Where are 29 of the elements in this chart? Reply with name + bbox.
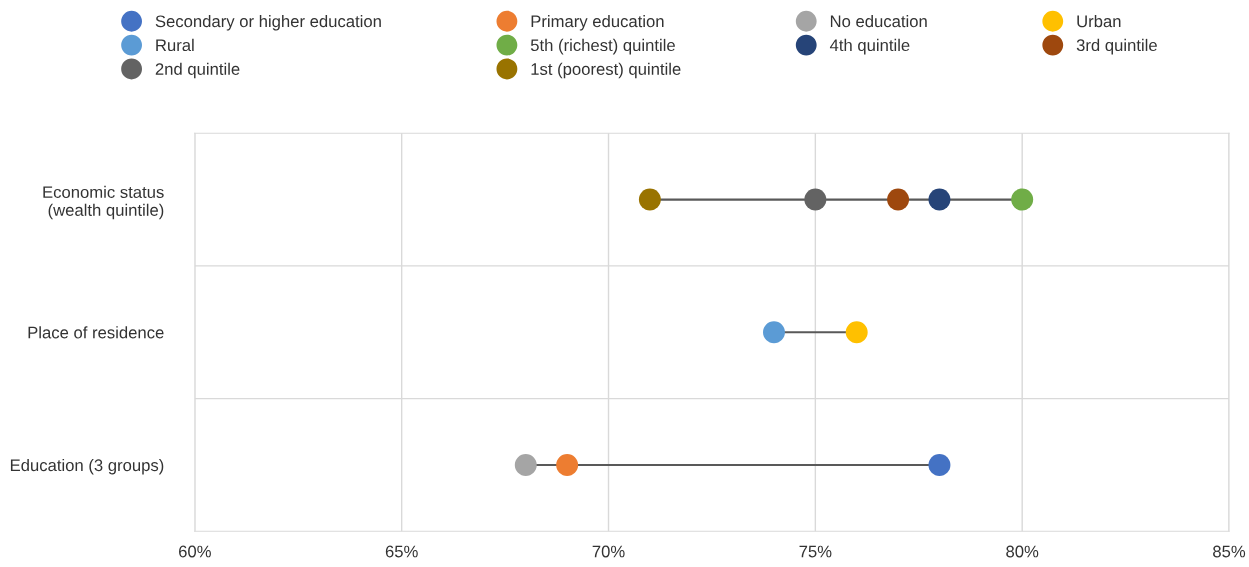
point <box>845 321 868 344</box>
x-tick-label: 65% <box>385 545 418 558</box>
x-tick-label: 75% <box>799 545 832 558</box>
legend-label: No education <box>830 15 927 28</box>
legend-label: 5th (richest) quintile <box>530 38 675 55</box>
point <box>763 321 785 344</box>
x-tick-label: 60% <box>179 545 211 558</box>
legend-label: 1st (poorest) quintile <box>531 62 681 79</box>
legend-label: Rural <box>156 38 194 52</box>
point <box>804 188 827 211</box>
point <box>556 453 579 476</box>
legend-label: Urban <box>1077 15 1121 28</box>
point <box>928 188 951 211</box>
point <box>887 188 910 211</box>
y-tick-label: Economic status (wealth quintile) <box>43 185 164 220</box>
legend-label: Primary education <box>531 15 664 31</box>
point <box>1011 188 1034 211</box>
legend-label: 2nd quintile <box>155 62 240 79</box>
x-tick-label: 80% <box>1006 545 1039 558</box>
point <box>638 188 661 211</box>
x-tick-label: 70% <box>592 545 625 558</box>
y-tick-label: Education (3 groups) <box>10 458 164 475</box>
legend-label: Secondary or higher education <box>155 15 381 31</box>
legend-label: 3rd quintile <box>1076 38 1157 55</box>
point <box>514 453 537 476</box>
x-tick-label: 85% <box>1213 545 1246 558</box>
y-tick-label: Place of residence <box>28 326 164 339</box>
legend-label: 4th quintile <box>829 38 910 55</box>
point <box>928 453 951 476</box>
